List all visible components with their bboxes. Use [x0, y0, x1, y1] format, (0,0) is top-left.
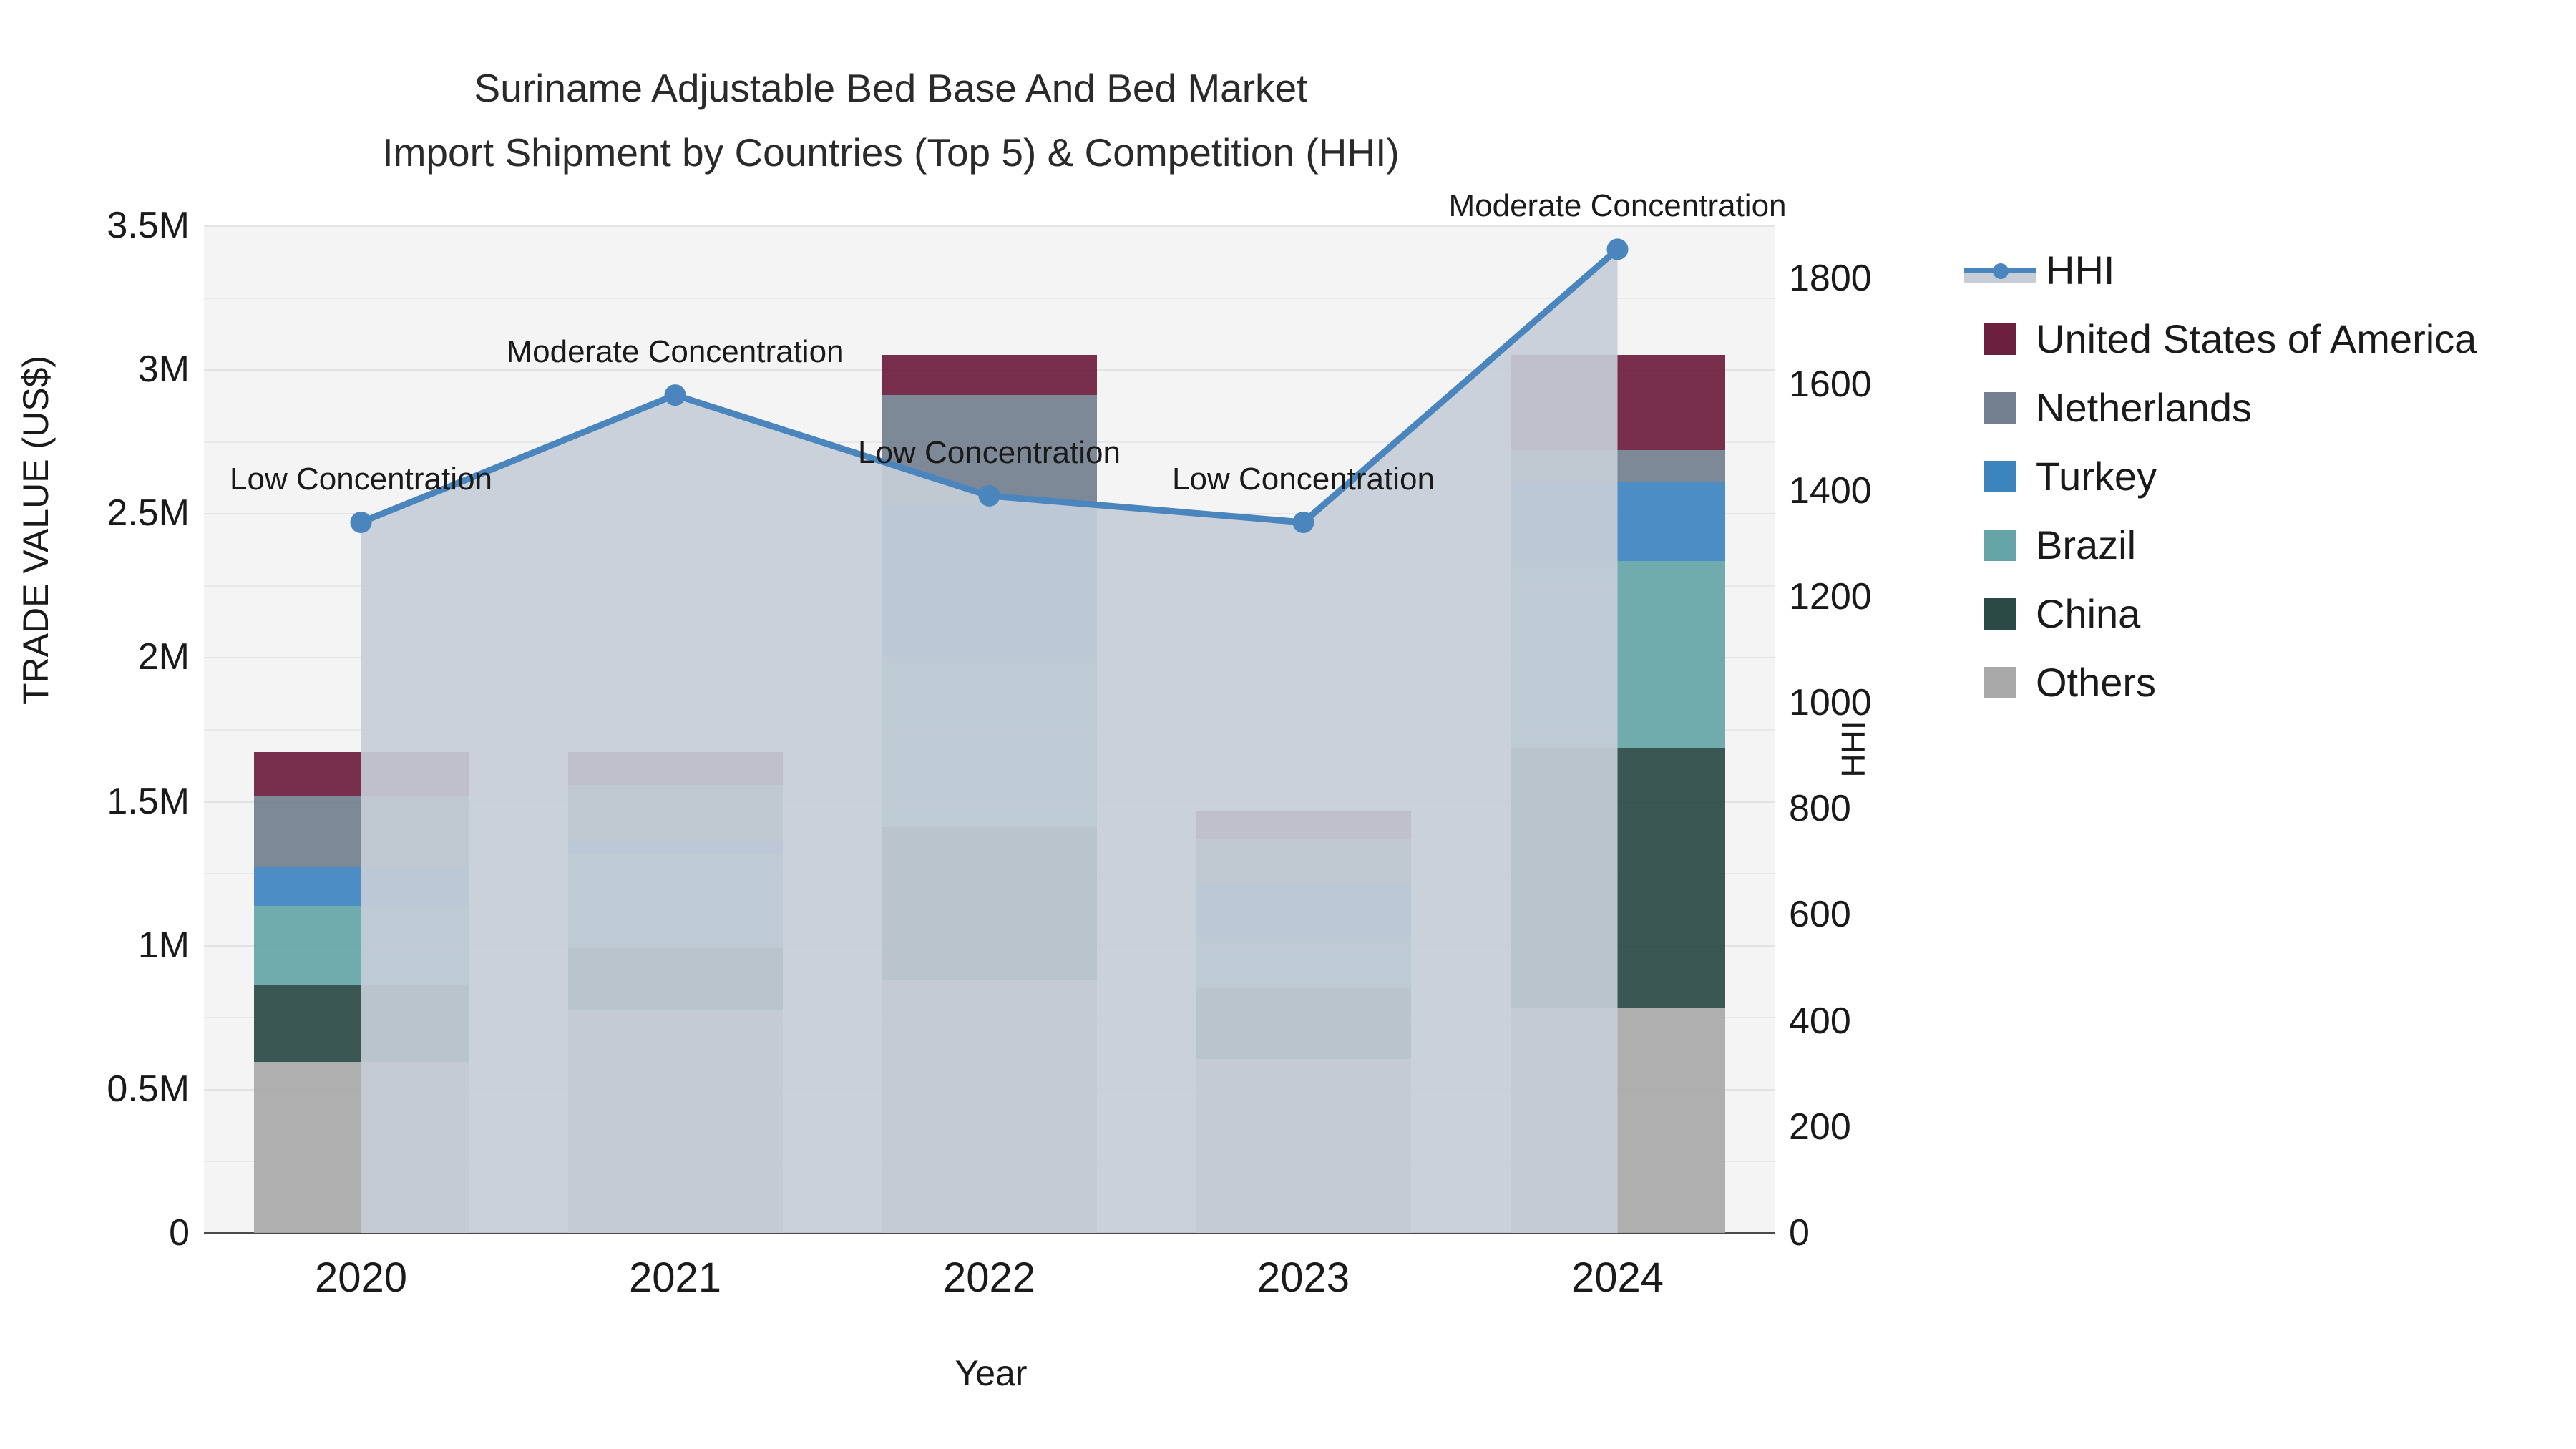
grid-line [204, 225, 1775, 227]
hhi-annotation-label: Low Concentration [858, 434, 1121, 470]
legend-color-swatch [1984, 323, 2016, 355]
y-axis-right-tick-label: 1400 [1789, 469, 1872, 512]
y-axis-left-tick-label: 3.5M [107, 205, 190, 246]
chart-title-block: Suriname Adjustable Bed Base And Bed Mar… [0, 56, 1782, 185]
y-axis-left-tick-label: 3M [137, 348, 190, 391]
legend-item[interactable]: Brazil [1964, 511, 2551, 580]
y-axis-right-tick-label: 800 [1789, 788, 1851, 830]
y-axis-left-tick-label: 1M [137, 924, 190, 966]
legend-line-icon [1964, 255, 2036, 286]
legend-color-swatch [1984, 530, 2016, 561]
y-axis-right-tick-label: 200 [1789, 1106, 1851, 1148]
y-axis-left-tick-label: 2M [137, 636, 190, 678]
legend-item[interactable]: United States of America [1964, 305, 2551, 374]
y-axis-left-tick-label: 2.5M [107, 492, 190, 535]
y-axis-left-title: TRADE VALUE (US$) [16, 355, 56, 706]
y-axis-right-tick-label: 1000 [1789, 681, 1872, 723]
hhi-data-point[interactable] [978, 484, 1000, 507]
x-axis-tick-label: 2023 [1257, 1254, 1350, 1301]
legend-item-label: Brazil [2036, 522, 2137, 567]
legend-color-swatch [1984, 392, 2016, 424]
grid-line [204, 297, 1775, 299]
hhi-data-point[interactable] [1292, 511, 1314, 533]
y-axis-left-tick-label: 0.5M [107, 1068, 190, 1110]
y-axis-right-tick-label: 1200 [1789, 575, 1872, 618]
y-axis-right-ticks: 0 200 400 600 800 1000 1200 1400 1600 1800 [1789, 225, 1989, 1254]
y-axis-right-tick-label: 0 [1789, 1212, 1810, 1254]
y-axis-right-tick-label: 1600 [1789, 364, 1872, 406]
page-title: Suriname Adjustable Bed Base And Bed Mar… [474, 66, 1308, 110]
legend-color-swatch [1984, 598, 2016, 630]
hhi-data-point[interactable] [350, 511, 372, 533]
y-axis-left-tick-label: 0 [169, 1212, 190, 1254]
legend-item-label: Others [2036, 660, 2157, 705]
legend-item[interactable]: Others [1964, 648, 2551, 717]
hhi-annotation-label: Low Concentration [1172, 461, 1435, 497]
y-axis-left-tick-label: 1.5M [107, 780, 190, 822]
hhi-annotation-label: Low Concentration [230, 461, 492, 497]
x-axis-tick-label: 2020 [314, 1254, 408, 1301]
hhi-annotation-label: Moderate Concentration [1448, 188, 1787, 224]
legend-item-label: Turkey [2036, 454, 2157, 499]
chart-legend: HHI United States of America Netherlands Tu… [1964, 236, 2551, 717]
chart-subtitle: Import Shipment by Countries (Top 5) & C… [382, 130, 1400, 175]
hhi-area-fill [361, 249, 1618, 1233]
legend-color-swatch [1984, 667, 2016, 698]
hhi-data-point[interactable] [664, 384, 686, 406]
legend-item-label: China [2036, 591, 2141, 636]
legend-item[interactable]: China [1964, 580, 2551, 648]
legend-item-label: HHI [2046, 248, 2115, 293]
y-axis-right-tick-label: 400 [1789, 1000, 1851, 1042]
legend-item-label: Netherlands [2036, 385, 2252, 430]
y-axis-right-tick-label: 600 [1789, 894, 1851, 936]
legend-item[interactable]: HHI [1964, 236, 2551, 305]
hhi-annotation-label: Moderate Concentration [506, 334, 844, 370]
x-axis-tick-label: 2024 [1571, 1254, 1664, 1301]
x-axis-tick-label: 2022 [942, 1254, 1036, 1301]
x-axis-title: Year [955, 1353, 1028, 1393]
hhi-data-point[interactable] [1606, 238, 1629, 260]
x-axis-line [204, 1232, 1775, 1234]
y-axis-right-title: HHI [1835, 721, 1872, 778]
bar-segment[interactable] [882, 355, 1097, 396]
hhi-marker-layer [350, 238, 1629, 533]
legend-color-swatch [1984, 461, 2016, 492]
legend-item[interactable]: Turkey [1964, 442, 2551, 511]
legend-item[interactable]: Netherlands [1964, 374, 2551, 442]
legend-item-label: United States of America [2036, 316, 2477, 361]
y-axis-left-ticks: 0 0.5M 1M 1.5M 2M 2.5M 3M 3.5M [0, 205, 190, 1254]
x-axis-tick-label: 2021 [628, 1254, 722, 1301]
y-axis-right-tick-label: 1800 [1789, 258, 1872, 300]
